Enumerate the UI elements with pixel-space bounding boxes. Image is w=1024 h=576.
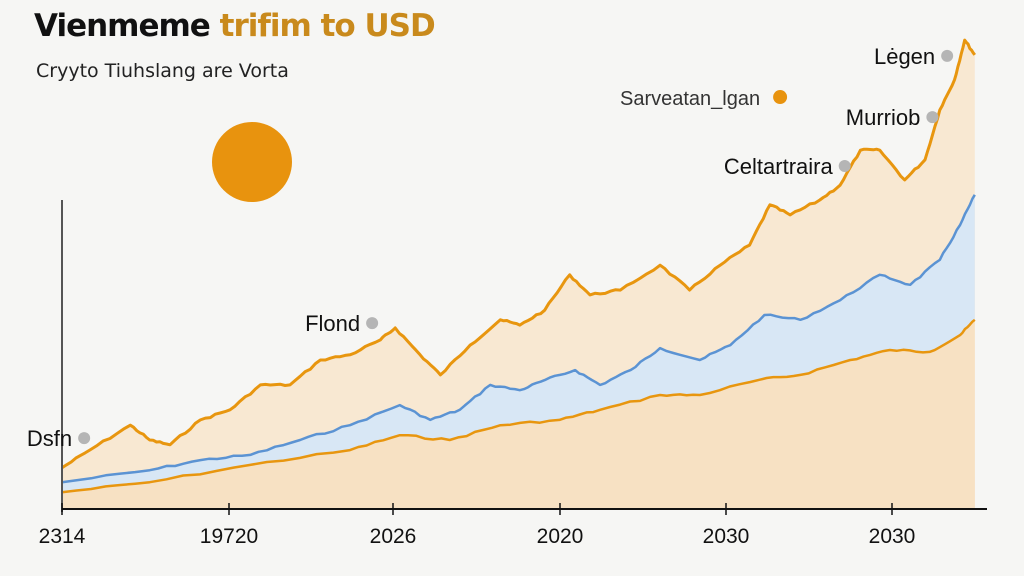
series-line-top xyxy=(61,38,976,470)
area-fill-lower xyxy=(62,319,975,509)
annotation-label: Dsfn xyxy=(27,426,72,451)
annotation-marker xyxy=(366,317,379,330)
series-line-blue xyxy=(61,194,976,484)
series-line-lower xyxy=(61,318,976,494)
annotation-marker xyxy=(773,90,788,105)
annotation-label: Sarveatan_lgan xyxy=(620,88,760,110)
title-main: Vienmeme xyxy=(34,8,211,44)
annotation-marker xyxy=(78,432,91,445)
annotation-marker xyxy=(941,49,954,62)
annotation-marker xyxy=(838,160,851,173)
title-accent: trifim to USD xyxy=(219,8,436,44)
x-tick-label: 2314 xyxy=(39,525,86,548)
annotation-label: Lėgen xyxy=(874,44,935,69)
area-fill-blue xyxy=(62,194,975,493)
decorative-orange-circle xyxy=(212,122,292,202)
annotation-marker xyxy=(926,111,939,124)
x-tick-label: 2020 xyxy=(537,525,584,548)
x-tick-label: 2030 xyxy=(703,525,750,548)
x-tick-label: 2030 xyxy=(869,525,916,548)
x-tick-label: 2026 xyxy=(370,525,417,548)
annotation-label: Flond xyxy=(305,311,360,336)
chart-title: Vienmeme trifim to USD xyxy=(34,8,436,44)
annotation-label: Murriob xyxy=(846,105,921,130)
annotation-label: Celtartraira xyxy=(724,154,834,179)
x-tick-label: 19720 xyxy=(200,525,258,548)
chart-subtitle: Cryyto Tiuhslang are Vorta xyxy=(36,60,289,82)
